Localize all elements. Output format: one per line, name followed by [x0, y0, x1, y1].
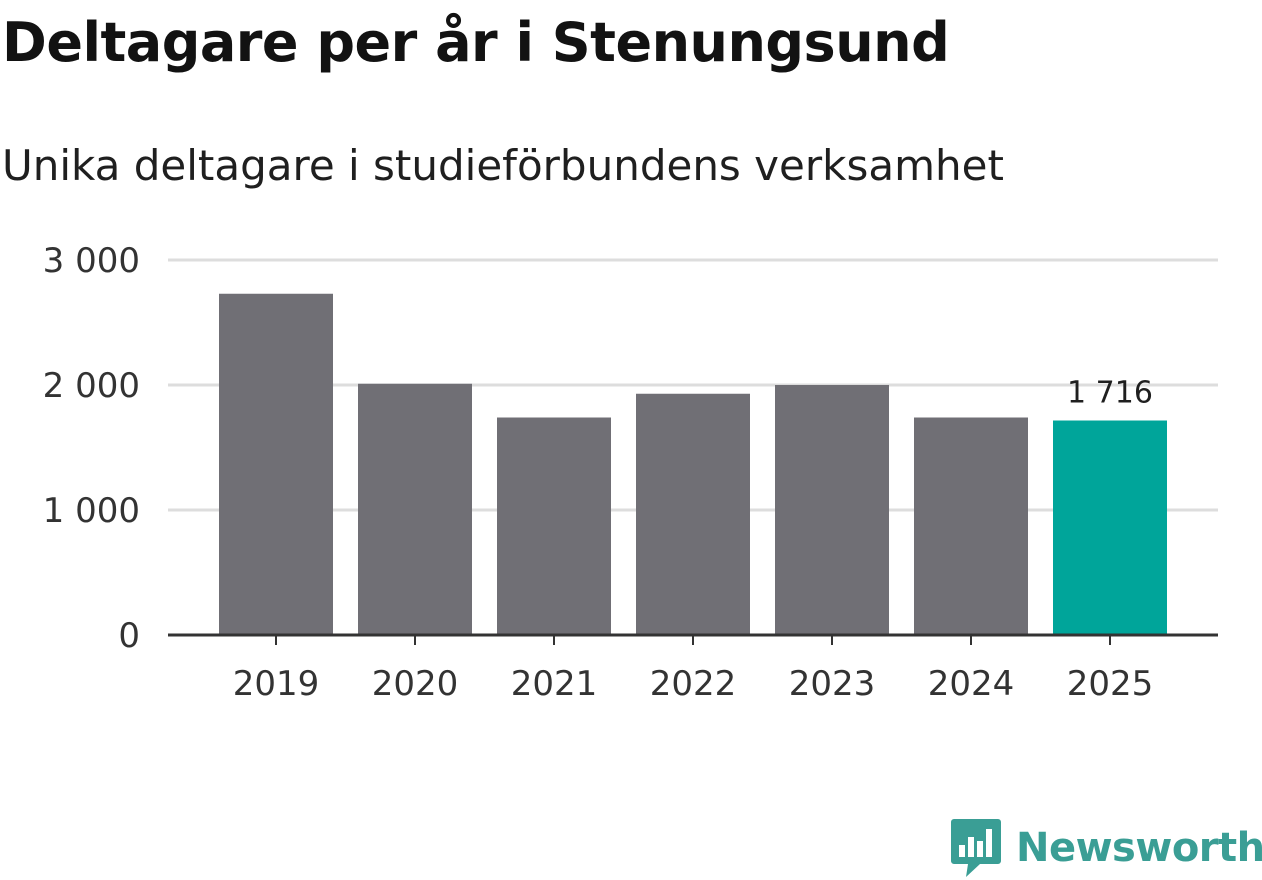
- y-tick-label: 1 000: [43, 491, 140, 531]
- x-tick-label: 2025: [1067, 664, 1154, 704]
- chart-title: Deltagare per år i Stenungsund: [2, 11, 950, 74]
- x-tick-label: 2020: [372, 664, 459, 704]
- x-tick-label: 2021: [511, 664, 598, 704]
- bars: [219, 293, 1167, 635]
- data-label-2025: 1 716: [1067, 376, 1153, 411]
- bar-2021: [497, 417, 611, 635]
- bar-2019: [219, 293, 333, 635]
- x-tick-label: 2024: [928, 664, 1015, 704]
- bar-2022: [636, 393, 750, 635]
- labels: 1 716: [1067, 376, 1153, 411]
- newsworthy-logo: Newsworthy: [950, 816, 1262, 880]
- bar-2025: [1053, 420, 1167, 635]
- y-tick-label: 0: [118, 616, 140, 656]
- axes: 0 1 000 2 000 3 000 2019 2020 2021 2022 2023 2024…: [43, 241, 1218, 704]
- bar-2020: [358, 383, 472, 635]
- bar-2023: [775, 385, 889, 635]
- logo-text: Newsworthy: [1016, 825, 1262, 871]
- y-tick-label: 2 000: [43, 366, 140, 406]
- chart-subtitle: Unika deltagare i studieförbundens verks…: [2, 141, 1004, 190]
- x-tick-label: 2019: [233, 664, 320, 704]
- bar-2024: [914, 417, 1028, 635]
- newsworthy-bar-chart-icon: [951, 819, 1001, 877]
- x-tick-label: 2023: [789, 664, 876, 704]
- x-tick-label: 2022: [650, 664, 737, 704]
- y-tick-label: 3 000: [43, 241, 140, 281]
